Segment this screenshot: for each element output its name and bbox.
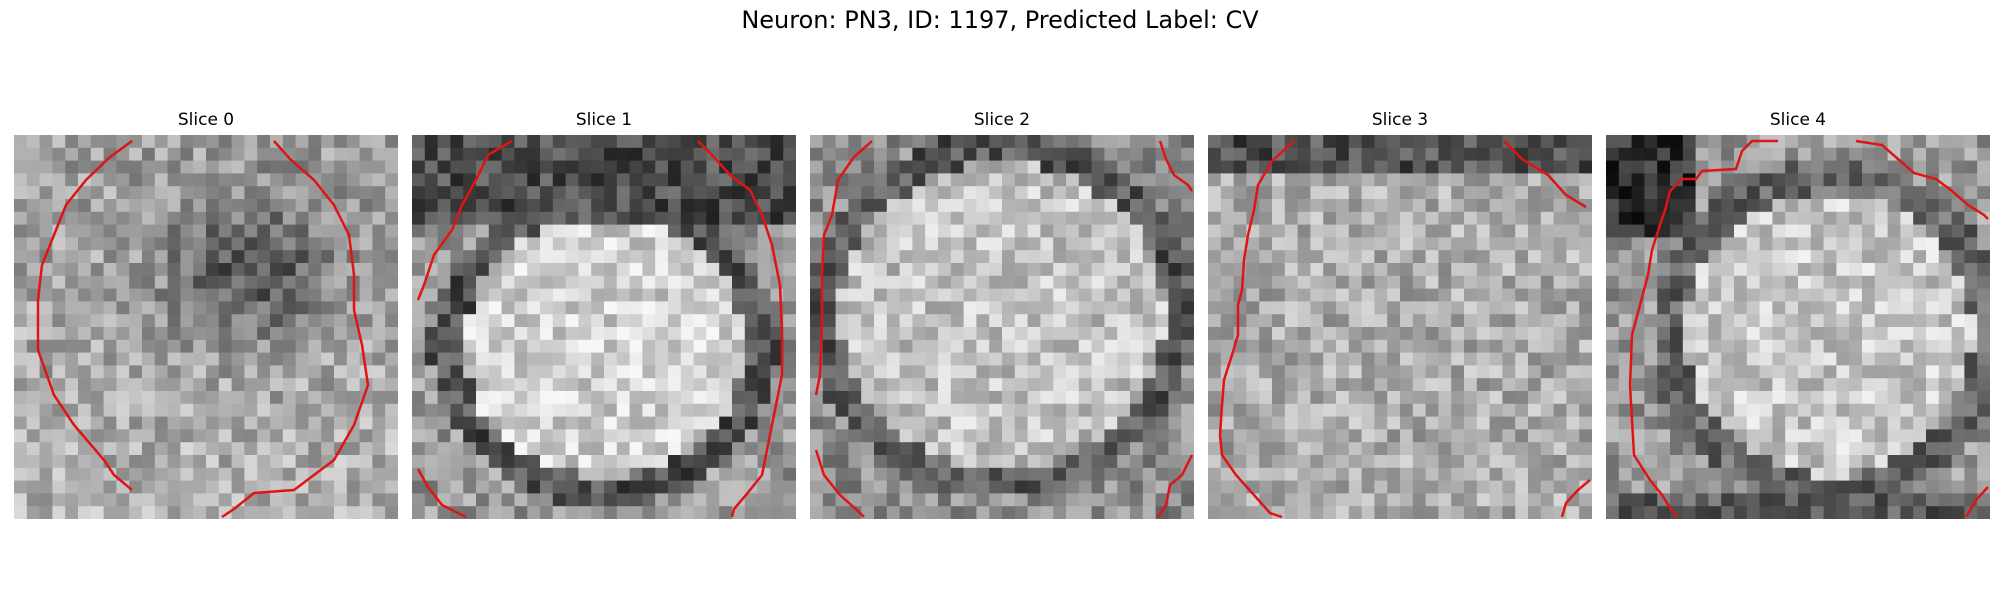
- slice-image-0: [14, 135, 398, 519]
- contour-line: [416, 139, 513, 301]
- contour-line: [221, 140, 370, 519]
- slice-title: Slice 4: [1769, 110, 1827, 130]
- slice-image-2: [810, 135, 1194, 519]
- contour-line: [1560, 479, 1591, 518]
- contour-line: [1503, 140, 1587, 209]
- contour-line: [814, 140, 873, 396]
- slice-title: Slice 0: [177, 110, 235, 130]
- slice-image-4: [1606, 135, 1990, 519]
- slice-title: Slice 1: [575, 110, 633, 130]
- contour-line: [1156, 454, 1194, 518]
- slice-title: Slice 2: [973, 110, 1031, 130]
- contour-line: [36, 139, 133, 491]
- contour-line: [814, 449, 865, 518]
- contour-line: [1218, 140, 1295, 519]
- contour-line: [1855, 139, 1989, 220]
- contour-line: [416, 468, 467, 519]
- slice-title: Slice 3: [1371, 110, 1429, 130]
- contour-line: [697, 140, 784, 518]
- slice-image-1: [412, 135, 796, 519]
- contour-line: [1628, 139, 1778, 518]
- figure-title: Neuron: PN3, ID: 1197, Predicted Label: …: [741, 6, 1259, 34]
- contour-line: [1964, 486, 1989, 518]
- slice-image-3: [1208, 135, 1592, 519]
- contour-line: [1158, 140, 1194, 192]
